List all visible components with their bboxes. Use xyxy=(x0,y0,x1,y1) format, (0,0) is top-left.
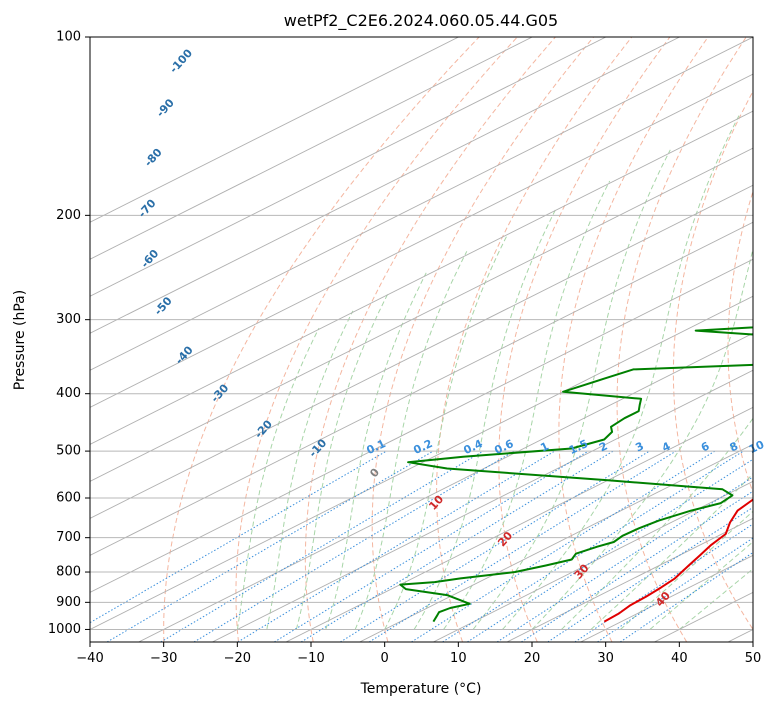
moist-adiabat xyxy=(325,272,427,630)
dry-adiabat xyxy=(672,90,753,631)
moist-adiabat xyxy=(266,310,354,630)
y-tick-label: 700 xyxy=(56,530,81,545)
x-tick-label: 50 xyxy=(745,651,762,666)
x-tick-label: −40 xyxy=(76,651,103,666)
x-tick-label: 40 xyxy=(671,651,688,666)
isotherm xyxy=(90,184,753,519)
dry-adiabat xyxy=(235,37,518,642)
dry-adiabat xyxy=(304,37,556,642)
isotherm xyxy=(433,480,753,642)
x-tick-label: 10 xyxy=(450,651,467,666)
moist-adiabat xyxy=(384,233,509,630)
moist-adiabat xyxy=(472,149,671,630)
dry-adiabat xyxy=(616,37,747,642)
mixing-ratio-line xyxy=(237,450,555,642)
series-line-1 xyxy=(603,498,753,623)
moist-adiabat xyxy=(531,247,753,630)
isotherm xyxy=(138,332,753,642)
moist-adiabat xyxy=(236,327,320,630)
isotherm xyxy=(90,295,753,630)
mixing-ratio-line xyxy=(411,450,716,642)
isotherm xyxy=(506,517,753,642)
dry-adiabat xyxy=(163,37,480,642)
mixing-ratio-line xyxy=(496,476,753,642)
isotherm xyxy=(90,147,753,482)
y-tick-label: 800 xyxy=(56,565,81,580)
isotherm xyxy=(285,406,753,642)
mixing-ratio-line xyxy=(160,450,484,642)
isotherm xyxy=(90,221,753,556)
mixing-ratio-line xyxy=(90,450,387,624)
x-axis-label: Temperature (°C) xyxy=(360,681,482,697)
mixing-ratio-label: 10 xyxy=(747,438,767,456)
mixing-ratio-line xyxy=(274,450,589,642)
mixing-ratio-labels: 0.10.20.40.611.52346810131620253036 xyxy=(365,437,775,457)
dry-adiabat xyxy=(436,37,633,642)
y-axis: 100 200 300 400 500 600 700 800 900 1000 xyxy=(48,30,90,637)
moist-adiabat xyxy=(649,541,753,630)
dry-adiabat xyxy=(371,37,594,642)
isotherm xyxy=(90,37,680,334)
x-tick-label: 0 xyxy=(381,651,389,666)
mixing-ratio-line xyxy=(193,450,515,642)
x-tick-label: −30 xyxy=(150,651,177,666)
isotherm xyxy=(90,37,459,223)
y-tick-label: 400 xyxy=(56,386,81,401)
chart-title: wetPf2_C2E6.2024.060.05.44.G05 xyxy=(284,11,558,31)
y-tick-label: 100 xyxy=(56,30,81,45)
moist-adiabat xyxy=(679,568,753,630)
moist-adiabat xyxy=(502,113,741,630)
y-tick-label: 900 xyxy=(56,595,81,610)
series-layer xyxy=(399,326,753,623)
y-tick-label: 200 xyxy=(56,208,81,223)
mixing-ratio-line xyxy=(597,537,753,642)
isotherm xyxy=(212,369,753,642)
mixing-ratio-line xyxy=(368,450,677,642)
moist-adiabat xyxy=(443,180,611,630)
isobar-grid xyxy=(90,37,753,630)
isotherm xyxy=(90,73,753,408)
mixing-ratio-line xyxy=(300,450,614,642)
x-tick-label: −10 xyxy=(297,651,324,666)
isotherm xyxy=(90,110,753,445)
x-tick-label: 30 xyxy=(597,651,614,666)
isotherm xyxy=(90,37,607,297)
y-tick-label: 600 xyxy=(56,491,81,506)
x-tick-label: −20 xyxy=(224,651,251,666)
y-axis-label: Pressure (hPa) xyxy=(12,290,28,390)
x-tick-label: 20 xyxy=(524,651,541,666)
y-tick-label: 300 xyxy=(56,312,81,327)
series-line-2 xyxy=(399,326,753,623)
dry-adiabat xyxy=(498,37,671,642)
plot-frame xyxy=(89,36,754,643)
y-tick-label: 1000 xyxy=(48,622,81,637)
isotherm xyxy=(90,258,753,593)
y-tick-label: 500 xyxy=(56,444,81,459)
isotherm xyxy=(359,443,753,642)
mixing-ratio-line xyxy=(619,551,753,642)
dry-adiabat xyxy=(558,37,709,642)
moist-adiabat xyxy=(354,251,468,630)
x-axis: −40 −30 −20 −10 0 10 20 30 40 50 xyxy=(76,642,761,666)
mixing-ratio-line xyxy=(340,450,650,642)
isotherm xyxy=(90,37,753,371)
isotherm xyxy=(90,37,533,260)
mixing-ratio-line xyxy=(467,458,753,642)
